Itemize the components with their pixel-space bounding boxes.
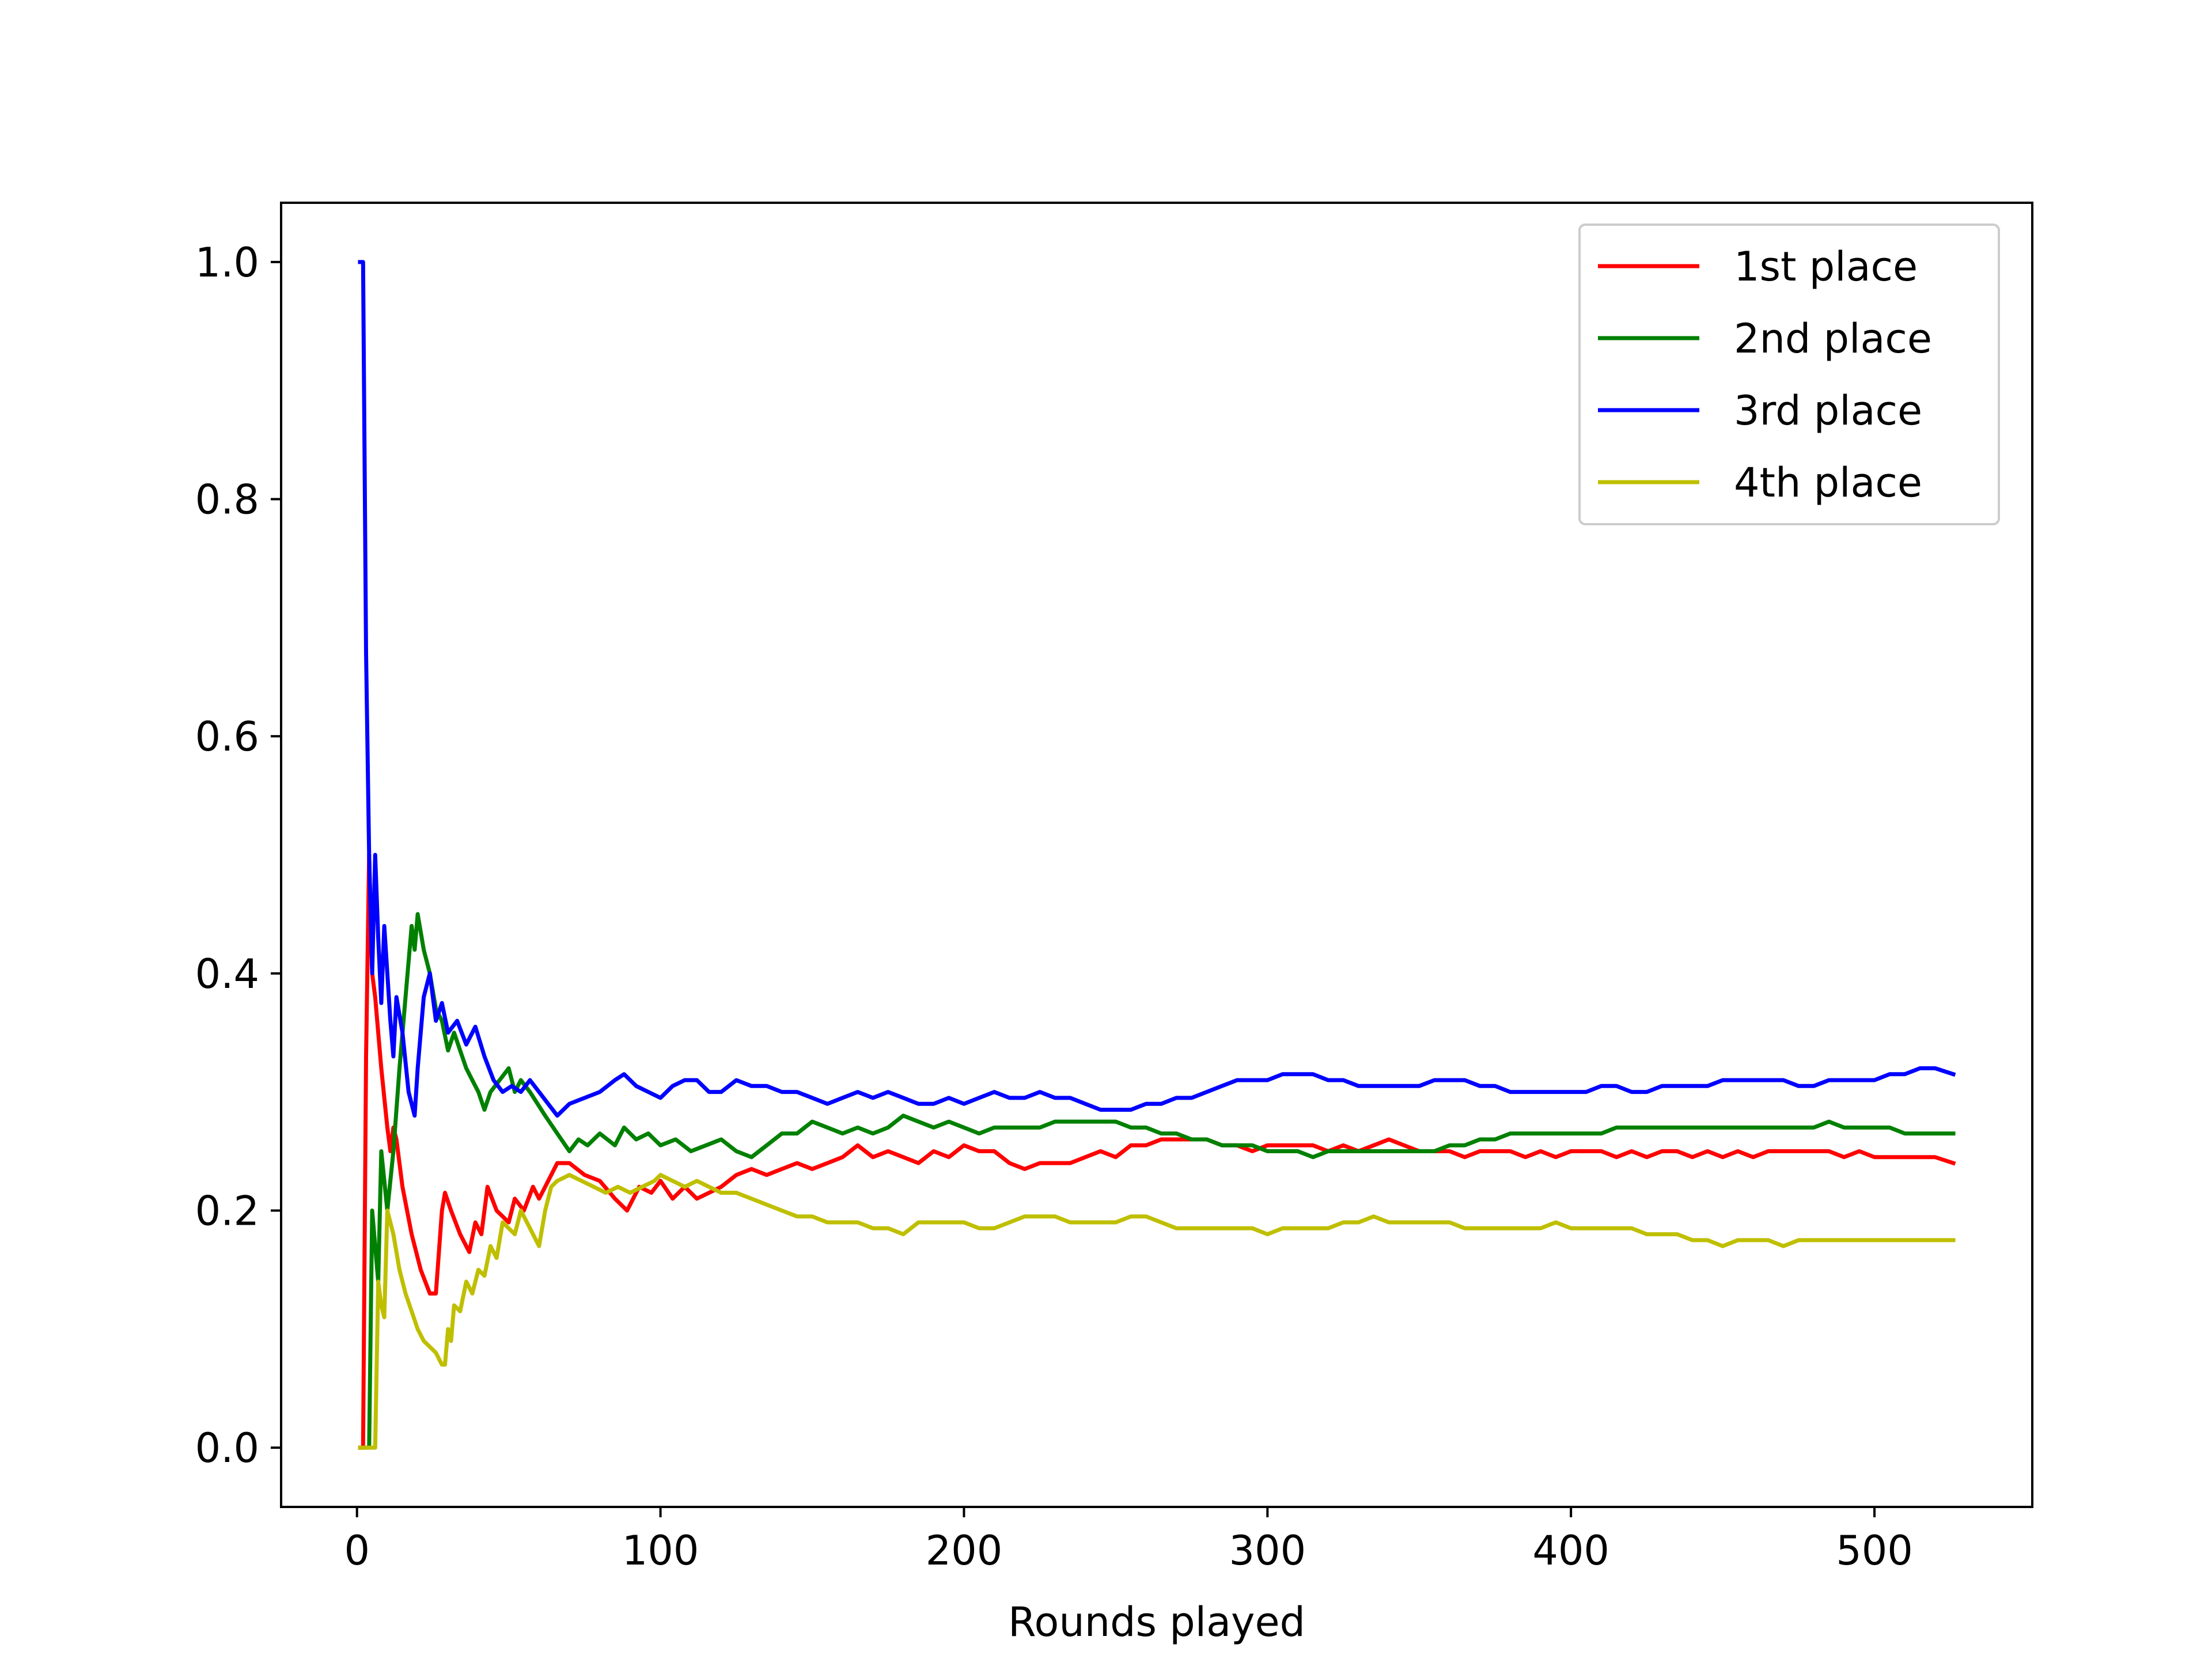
series-line-2	[358, 912, 1956, 1450]
y-axis: 0.0 0.2 0.4 0.6 0.8 1.0	[195, 239, 281, 1472]
y-tick-label: 0.2	[195, 1187, 259, 1234]
plot-lines	[358, 260, 1956, 1450]
legend-label-4: 4th place	[1734, 459, 1922, 506]
x-tick-label: 0	[344, 1527, 370, 1574]
x-tick-label: 300	[1229, 1527, 1306, 1574]
legend-label-3: 3rd place	[1734, 387, 1922, 434]
series-line-1	[358, 853, 1956, 1450]
legend-label-1: 1st place	[1734, 243, 1918, 290]
y-tick-label: 0.0	[195, 1425, 259, 1472]
series-line-3	[358, 260, 1956, 1118]
x-tick-label: 200	[926, 1527, 1003, 1574]
x-tick-label: 100	[622, 1527, 699, 1574]
series-line-4	[358, 1173, 1956, 1450]
legend-label-2: 2nd place	[1734, 315, 1932, 362]
y-tick-label: 1.0	[195, 239, 259, 286]
legend-box	[1578, 224, 2000, 525]
y-tick-label: 0.6	[195, 713, 259, 760]
legend: 1st place 2nd place 3rd place 4th place	[1578, 224, 2000, 525]
plot-frame	[280, 202, 2033, 1508]
y-tick-label: 0.8	[195, 476, 259, 524]
x-tick-label: 400	[1532, 1527, 1609, 1574]
y-tick-label: 0.4	[195, 950, 259, 998]
x-axis-title: Rounds played	[1008, 1599, 1305, 1646]
x-tick-label: 500	[1836, 1527, 1913, 1574]
x-axis: 0 100 200 300 400 500	[344, 1507, 1913, 1574]
